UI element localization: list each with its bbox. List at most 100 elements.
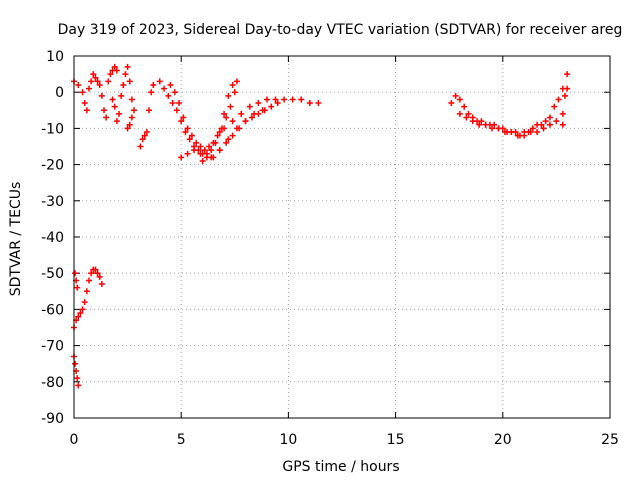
x-tick-label: 5 — [177, 432, 186, 448]
data-point — [79, 306, 86, 313]
y-tick-label: -90 — [41, 411, 64, 427]
data-point — [551, 103, 558, 110]
data-point — [92, 266, 99, 273]
x-tick-label: 25 — [601, 432, 619, 448]
data-point — [281, 96, 288, 103]
y-tick-label: -20 — [41, 158, 64, 174]
data-point — [122, 71, 129, 78]
y-tick-label: -50 — [41, 266, 64, 282]
y-axis-ticks: 10 0 -10 -20 -30 -40 -50 -60 -70 -80 -90 — [41, 49, 610, 427]
data-point — [448, 100, 455, 107]
plot-frame — [73, 55, 611, 419]
series-arc-3h — [137, 81, 157, 150]
data-point — [529, 125, 536, 132]
y-tick-label: -70 — [41, 339, 64, 355]
data-point — [201, 147, 208, 154]
data-point — [184, 125, 191, 132]
series-arc-main-c — [178, 100, 281, 161]
data-point — [88, 78, 95, 85]
y-tick-label: -30 — [41, 194, 64, 210]
data-point — [461, 103, 468, 110]
data-point — [107, 71, 114, 78]
data-point — [184, 150, 191, 157]
data-point — [465, 110, 472, 117]
data-point — [146, 107, 153, 114]
series-arc-main-e — [199, 107, 266, 164]
data-point — [538, 121, 545, 128]
y-tick-label: -10 — [41, 121, 64, 137]
data-point — [238, 110, 245, 117]
data-point — [559, 121, 566, 128]
data-point — [126, 78, 133, 85]
data-point — [111, 63, 118, 70]
data-point — [225, 136, 232, 143]
data-point — [255, 100, 262, 107]
x-tick-label: 20 — [494, 432, 512, 448]
data-point — [131, 107, 138, 114]
data-point — [315, 100, 322, 107]
data-point — [298, 96, 305, 103]
data-point — [476, 121, 483, 128]
data-point — [456, 110, 463, 117]
data-point — [210, 139, 217, 146]
x-tick-label: 15 — [387, 432, 405, 448]
data-point — [167, 81, 174, 88]
data-point — [81, 100, 88, 107]
y-tick-label: 10 — [46, 49, 64, 65]
data-point — [229, 81, 236, 88]
data-point — [229, 118, 236, 125]
data-point — [128, 114, 135, 121]
x-tick-label: 10 — [279, 432, 297, 448]
data-point — [225, 92, 232, 99]
data-point — [251, 110, 258, 117]
data-point — [83, 107, 90, 114]
data-point — [81, 299, 88, 306]
series-arc-early-low-3 — [72, 270, 81, 291]
data-point — [74, 375, 81, 382]
data-point — [90, 71, 97, 78]
data-point — [521, 132, 528, 139]
x-axis-ticks: 0 5 10 15 20 25 — [70, 56, 619, 448]
data-point — [126, 121, 133, 128]
data-point — [111, 103, 118, 110]
data-point — [72, 270, 79, 277]
data-point — [564, 85, 571, 92]
data-point — [169, 100, 176, 107]
data-point — [176, 100, 183, 107]
data-point — [233, 78, 240, 85]
y-tick-label: -60 — [41, 302, 64, 318]
data-point — [150, 81, 157, 88]
data-point — [139, 136, 146, 143]
data-point — [75, 313, 82, 320]
data-point — [501, 129, 508, 136]
data-point — [199, 157, 206, 164]
data-point — [559, 110, 566, 117]
data-point — [98, 281, 105, 288]
data-point — [216, 129, 223, 136]
grid — [74, 56, 610, 418]
data-point — [274, 100, 281, 107]
data-point — [94, 270, 101, 277]
data-point — [242, 118, 249, 125]
data-point — [495, 125, 502, 132]
data-point — [508, 129, 515, 136]
data-point — [188, 132, 195, 139]
data-point — [514, 132, 521, 139]
data-point — [96, 273, 103, 280]
data-point — [246, 103, 253, 110]
data-point — [221, 110, 228, 117]
data-point — [143, 129, 150, 136]
data-point — [482, 121, 489, 128]
data-point — [75, 382, 82, 389]
data-points — [71, 63, 571, 389]
series-arc-early-low-2 — [71, 266, 105, 331]
data-point — [306, 100, 313, 107]
data-point — [161, 85, 168, 92]
data-point — [489, 125, 496, 132]
data-point — [128, 96, 135, 103]
data-point — [452, 92, 459, 99]
series-arc-late-b — [456, 110, 566, 139]
chart-title: Day 319 of 2023, Sidereal Day-to-day VTE… — [58, 22, 623, 38]
data-point — [193, 139, 200, 146]
